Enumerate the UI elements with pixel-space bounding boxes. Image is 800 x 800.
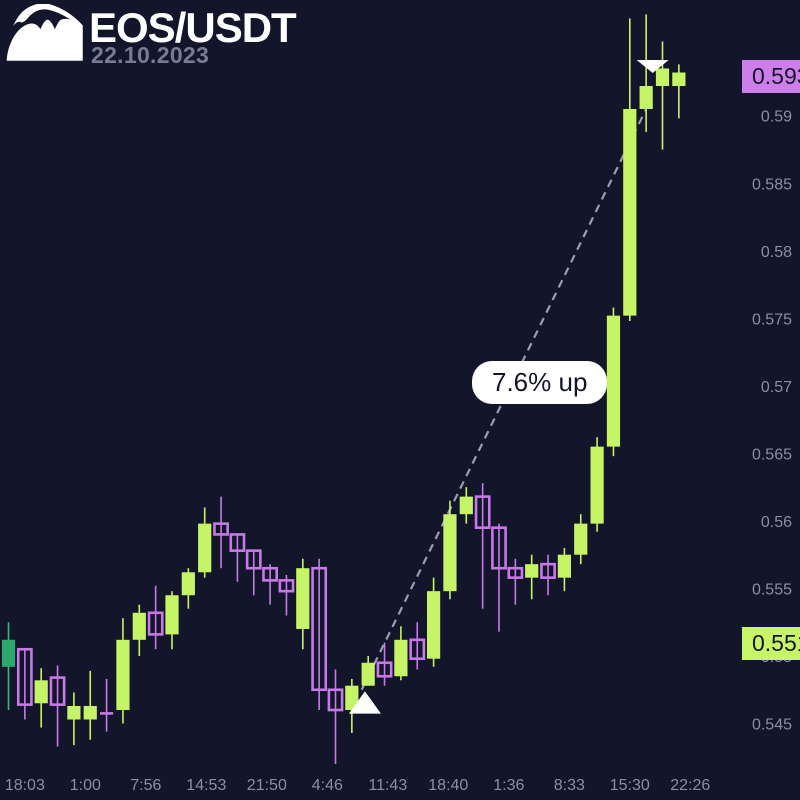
svg-text:4:46: 4:46 bbox=[312, 777, 343, 794]
svg-text:21:50: 21:50 bbox=[247, 777, 287, 794]
svg-text:11:43: 11:43 bbox=[368, 777, 407, 794]
svg-text:15:30: 15:30 bbox=[610, 777, 650, 794]
svg-text:8:33: 8:33 bbox=[554, 777, 585, 794]
svg-text:14:53: 14:53 bbox=[186, 777, 226, 794]
svg-text:7:56: 7:56 bbox=[130, 777, 161, 794]
svg-text:1:00: 1:00 bbox=[70, 777, 101, 794]
svg-text:0.57: 0.57 bbox=[761, 379, 792, 396]
svg-text:0.58: 0.58 bbox=[761, 244, 792, 261]
svg-text:22:26: 22:26 bbox=[670, 777, 710, 794]
svg-text:0.585: 0.585 bbox=[752, 176, 792, 193]
svg-text:0.555: 0.555 bbox=[752, 581, 792, 598]
svg-text:0.575: 0.575 bbox=[752, 311, 792, 328]
svg-text:1:36: 1:36 bbox=[493, 777, 524, 794]
svg-text:0.56: 0.56 bbox=[761, 514, 792, 531]
svg-text:0.545: 0.545 bbox=[752, 717, 792, 734]
svg-text:0.59: 0.59 bbox=[761, 109, 792, 126]
svg-text:18:40: 18:40 bbox=[428, 777, 468, 794]
svg-text:18:03: 18:03 bbox=[5, 777, 45, 794]
svg-text:0.565: 0.565 bbox=[752, 446, 792, 463]
